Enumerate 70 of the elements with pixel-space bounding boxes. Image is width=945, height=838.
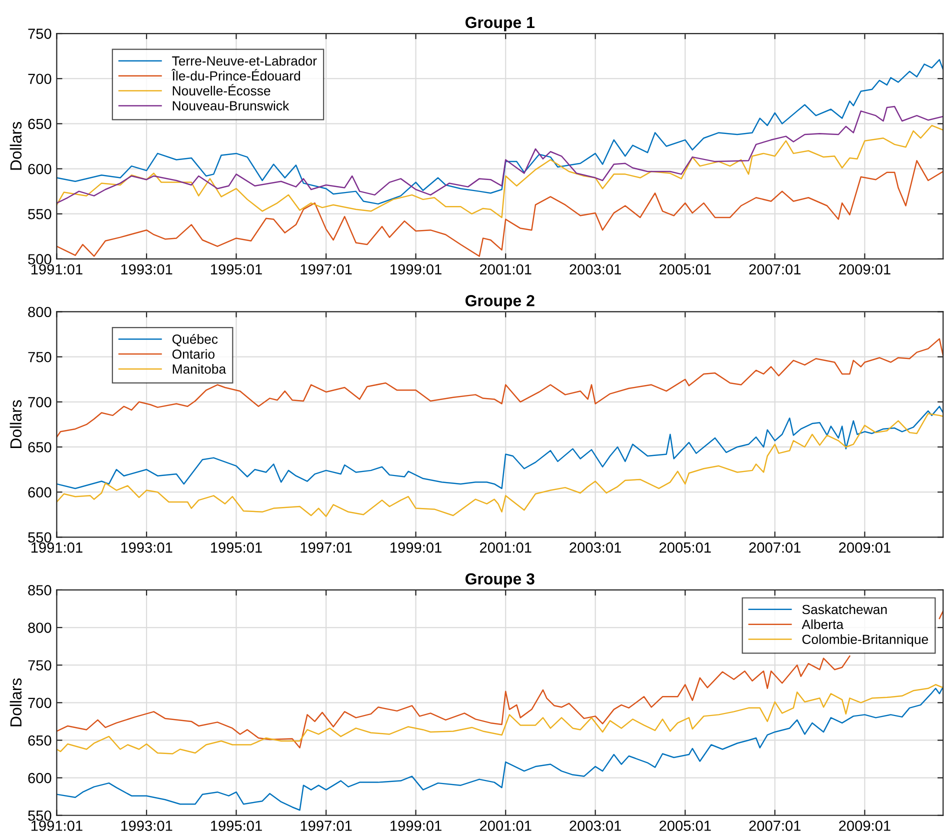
x-tick-label: 1999:01 xyxy=(390,820,442,831)
x-tick-label: 1995:01 xyxy=(211,542,262,553)
x-tick-label: 2001:01 xyxy=(480,820,532,831)
chart-title: Groupe 2 xyxy=(466,295,534,310)
y-axis-title: Dollars xyxy=(10,122,22,170)
x-tick-label: 2007:01 xyxy=(749,264,801,275)
line-series xyxy=(56,413,944,518)
x-tick-label: 1993:01 xyxy=(121,264,172,275)
legend-label: Nouvelle-Écosse xyxy=(172,84,270,96)
x-tick-label: 2005:01 xyxy=(660,264,711,275)
y-tick-label: 550 xyxy=(28,810,52,821)
y-tick-label: 750 xyxy=(28,352,52,362)
x-tick-label: 2001:01 xyxy=(480,542,532,553)
line-series xyxy=(56,406,944,490)
y-tick-label: 850 xyxy=(28,585,52,596)
chart-title: Groupe 1 xyxy=(466,16,535,32)
x-tick-label: 1997:01 xyxy=(300,264,352,275)
y-tick-label: 550 xyxy=(28,532,52,543)
y-tick-label: 700 xyxy=(28,698,52,708)
line-series xyxy=(56,124,944,218)
x-tick-label: 1993:01 xyxy=(121,820,172,831)
legend-label: Québec xyxy=(172,334,218,346)
y-tick-label: 750 xyxy=(28,28,52,39)
x-tick-label: 1991:01 xyxy=(31,542,82,553)
x-tick-label: 2007:01 xyxy=(749,820,801,831)
chart-title: Groupe 3 xyxy=(466,573,534,588)
x-tick-label: 1999:01 xyxy=(390,542,442,553)
x-tick-label: 2005:01 xyxy=(660,820,711,831)
x-tick-label: 2005:01 xyxy=(660,542,711,553)
y-tick-label: 650 xyxy=(28,118,52,130)
legend-label: Nouveau-Brunswick xyxy=(172,100,290,110)
x-tick-label: 2003:01 xyxy=(570,542,621,553)
y-tick-label: 650 xyxy=(28,442,52,452)
y-axis-title: Dollars xyxy=(10,678,22,726)
y-tick-label: 650 xyxy=(28,735,52,746)
y-tick-label: 600 xyxy=(28,487,52,498)
x-tick-label: 2003:01 xyxy=(570,820,621,831)
legend-label: Saskatchewan xyxy=(802,604,887,614)
y-axis-title: Dollars xyxy=(10,400,22,448)
x-tick-label: 2009:01 xyxy=(839,820,890,831)
x-tick-label: 1997:01 xyxy=(300,820,352,831)
x-tick-label: 2001:01 xyxy=(480,264,532,275)
x-tick-label: 1999:01 xyxy=(390,264,442,275)
y-tick-label: 550 xyxy=(28,208,52,220)
x-tick-label: 2003:01 xyxy=(570,264,621,275)
legend-label: Ontario xyxy=(172,349,215,359)
x-tick-label: 1993:01 xyxy=(121,542,172,553)
legend-label: Alberta xyxy=(802,619,844,630)
legend-label: Manitoba xyxy=(172,364,226,374)
legend-label: Terre-Neuve-et-Labrador xyxy=(172,56,317,66)
y-tick-label: 500 xyxy=(28,254,52,264)
line-series xyxy=(56,684,944,754)
x-tick-label: 2007:01 xyxy=(749,542,801,553)
x-tick-label: 1995:01 xyxy=(211,820,262,831)
y-tick-label: 600 xyxy=(28,772,52,784)
y-tick-label: 700 xyxy=(28,74,52,84)
x-tick-label: 1995:01 xyxy=(211,264,262,275)
x-tick-label: 1991:01 xyxy=(31,820,82,831)
y-tick-label: 600 xyxy=(28,164,52,174)
y-tick-label: 800 xyxy=(28,306,52,318)
y-tick-label: 700 xyxy=(28,397,52,408)
x-tick-label: 1991:01 xyxy=(31,264,82,275)
legend-label: Île-du-Prince-Édouard xyxy=(172,68,300,81)
legend-label: Colombie-Britannique xyxy=(802,634,928,647)
x-tick-label: 2009:01 xyxy=(839,264,890,275)
line-series xyxy=(56,686,944,811)
y-tick-label: 800 xyxy=(28,622,52,633)
x-tick-label: 2009:01 xyxy=(839,542,890,553)
y-tick-label: 750 xyxy=(28,660,52,671)
x-tick-label: 1997:01 xyxy=(300,542,352,553)
